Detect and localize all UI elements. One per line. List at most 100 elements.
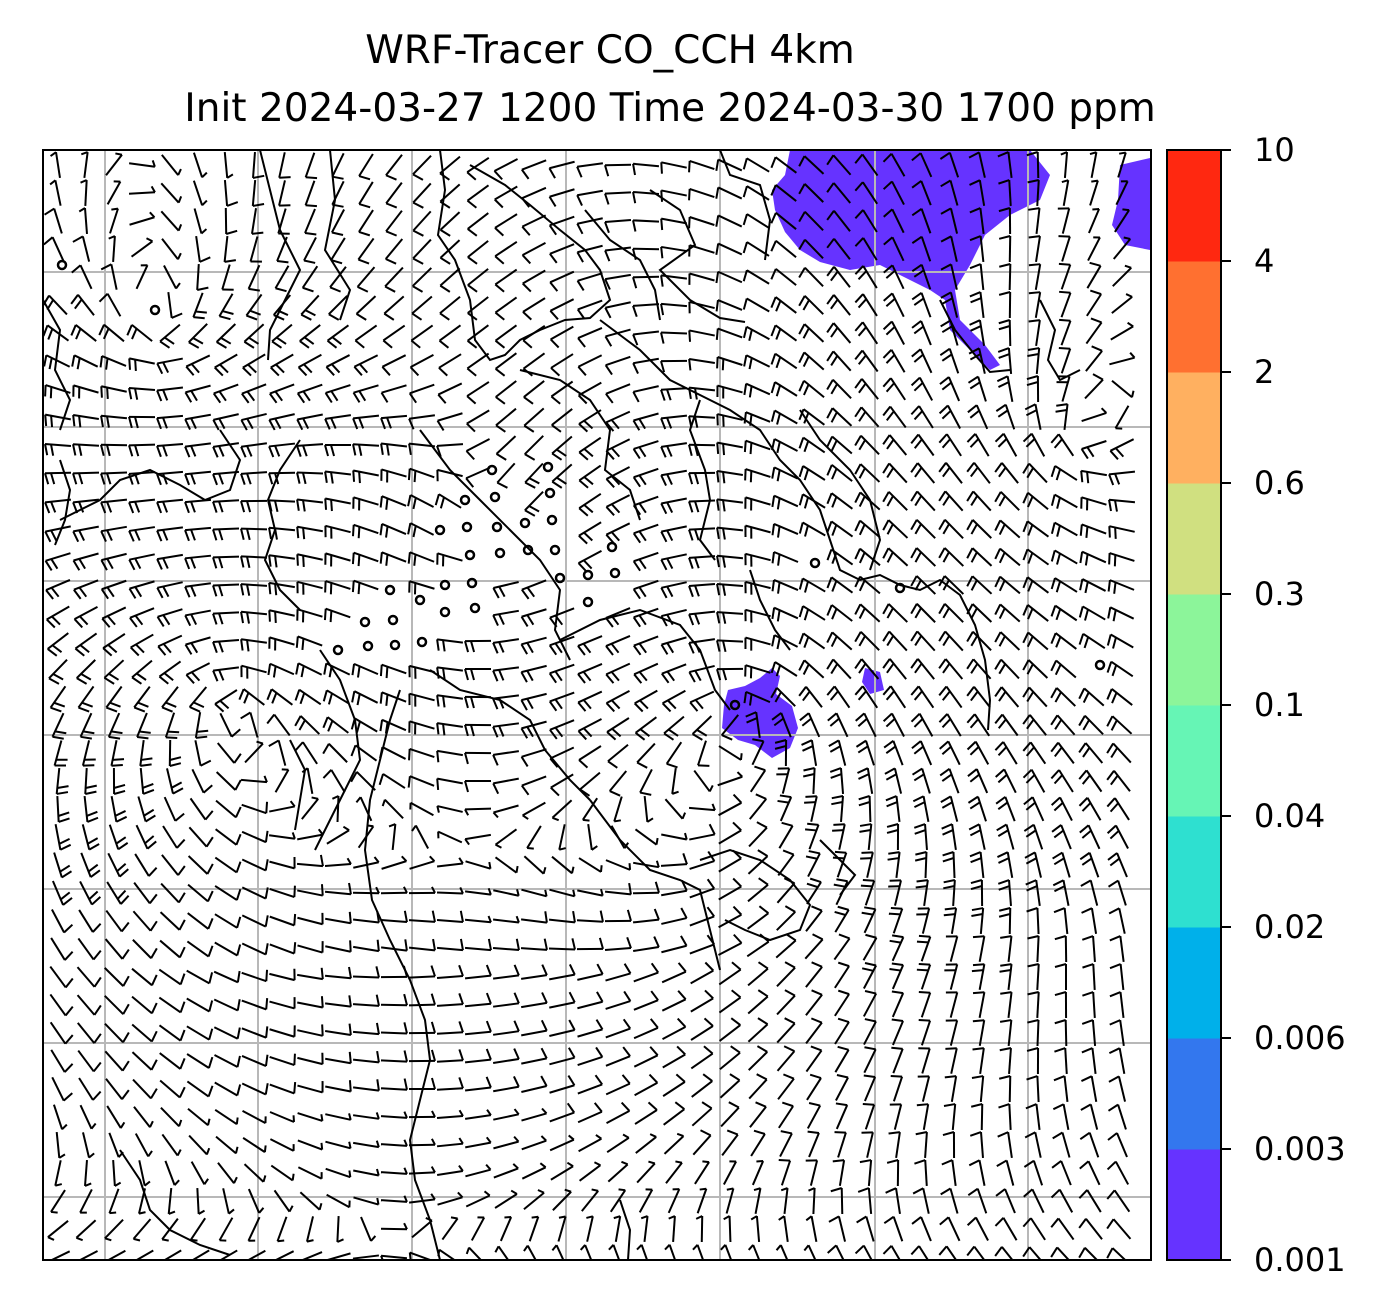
wind-barb: [865, 1216, 875, 1242]
wind-barb: [802, 521, 826, 537]
wind-barb: [949, 180, 959, 206]
wind-barb: [1109, 606, 1135, 620]
wind-barb: [528, 1216, 540, 1242]
wind-barb: [1030, 433, 1046, 457]
wind-barb: [550, 1165, 574, 1181]
wind-barb: [808, 824, 820, 850]
wind-barb: [135, 264, 149, 290]
wind-barb: [464, 807, 492, 811]
wind-barb: [102, 633, 126, 649]
wind-barb: [836, 852, 848, 878]
wind-barb: [438, 1248, 457, 1260]
wind-barb: [166, 768, 174, 794]
wind-barb: [694, 1161, 710, 1185]
wind-barb: [336, 1215, 340, 1243]
colorbar-segment: [1167, 372, 1221, 484]
wind-barb: [999, 575, 1021, 595]
wind-barb: [807, 712, 821, 738]
wind-barb: [1008, 1075, 1012, 1103]
wind-barb: [1114, 797, 1130, 821]
wind-barb: [605, 662, 631, 676]
wind-barb: [745, 580, 771, 590]
wind-barb: [833, 210, 851, 232]
wind-barb: [84, 179, 88, 207]
wind-barb: [608, 770, 628, 792]
wind-barb: [1028, 686, 1048, 708]
wind-barb: [920, 180, 932, 206]
wind-barb: [951, 823, 957, 851]
wind-barb: [605, 1027, 631, 1039]
wind-barb: [576, 919, 604, 923]
wind-barb: [660, 274, 688, 280]
wind-barb: [746, 325, 770, 341]
wind-barb: [296, 498, 324, 504]
coastline-segment: [323, 150, 352, 321]
wind-barb: [550, 380, 574, 398]
wind-barb: [779, 1132, 793, 1158]
wind-barb: [948, 152, 960, 178]
wind-barb: [863, 908, 877, 934]
calm-wind-marker: [362, 640, 374, 652]
wind-barb: [271, 688, 293, 706]
wind-barb: [192, 180, 204, 206]
wind-barb: [218, 293, 234, 317]
wind-barb: [779, 796, 793, 822]
wind-barb: [305, 1216, 315, 1242]
wind-barb: [1056, 1246, 1071, 1260]
wind-barb: [164, 712, 176, 738]
wind-barb: [976, 1188, 988, 1214]
wind-barb: [718, 913, 742, 929]
wind-barb: [356, 771, 376, 791]
wind-barb: [380, 1115, 408, 1119]
wind-barb: [268, 526, 296, 532]
wind-barb: [268, 471, 296, 475]
wind-barb: [214, 1108, 238, 1126]
wind-barb: [219, 712, 233, 738]
wind-barb: [436, 862, 464, 868]
wind-barb: [277, 740, 287, 766]
wind-barb: [749, 1106, 767, 1128]
wind-barb: [978, 320, 986, 346]
tracer-plume: [772, 150, 1050, 370]
wind-barb: [888, 462, 908, 484]
wind-barb: [468, 1246, 483, 1260]
wind-barb: [439, 239, 461, 259]
calm-wind-marker: [416, 636, 428, 648]
wind-barb: [409, 467, 435, 479]
wind-barb: [862, 237, 878, 261]
wind-barb: [408, 414, 436, 420]
wind-barb: [860, 631, 880, 651]
wind-barb: [297, 973, 323, 981]
wind-barb: [974, 741, 990, 765]
wind-barb: [353, 861, 379, 869]
wind-barb: [692, 1134, 712, 1156]
wind-barb: [974, 433, 990, 457]
wind-barb: [612, 1244, 621, 1260]
wind-barb: [381, 523, 407, 535]
wind-barb: [888, 630, 908, 652]
wind-barb: [271, 323, 293, 343]
wind-barb: [324, 470, 352, 476]
wind-barb: [296, 862, 324, 868]
wind-barb: [240, 555, 268, 559]
wind-barb: [494, 1193, 518, 1209]
calm-wind-marker: [519, 517, 531, 529]
wind-barb: [304, 180, 316, 206]
wind-barb: [1089, 1104, 1099, 1130]
wind-barb: [773, 634, 799, 648]
wind-barb: [439, 211, 461, 231]
wind-barb: [383, 295, 405, 315]
wind-barb: [951, 1159, 957, 1187]
wind-barb: [352, 414, 380, 420]
wind-barb: [862, 181, 878, 205]
wind-barb: [409, 522, 435, 536]
wind-barb: [834, 909, 850, 933]
wind-barb: [409, 747, 435, 759]
wind-barb: [84, 207, 88, 235]
calm-wind-marker: [729, 699, 741, 711]
coastline-segment: [54, 459, 72, 546]
wind-barb: [634, 1109, 658, 1125]
wind-barb: [189, 1217, 207, 1241]
wind-barb: [1005, 824, 1015, 850]
wind-barb: [240, 527, 268, 531]
